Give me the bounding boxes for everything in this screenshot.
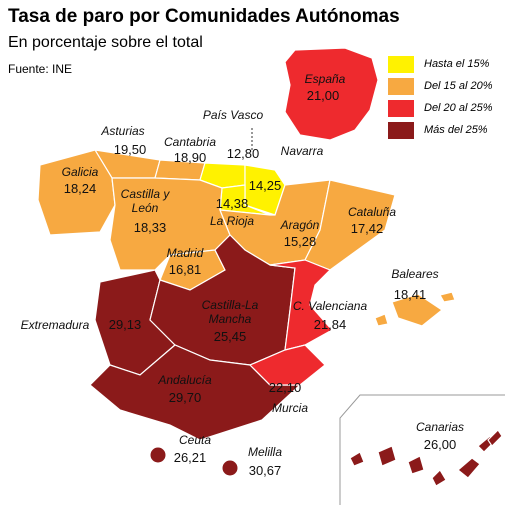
region-shape — [377, 445, 397, 467]
region-value: 19,50 — [113, 142, 147, 157]
region-shape — [37, 149, 116, 236]
region-shape — [284, 47, 379, 141]
region-shape — [457, 457, 481, 479]
legend-swatch — [388, 78, 414, 95]
region-value: 14,25 — [248, 178, 282, 193]
legend-label: Hasta el 15% — [424, 58, 490, 70]
region-shape — [149, 446, 167, 464]
region-value: 14,38 — [215, 196, 249, 211]
region-shape — [374, 313, 389, 327]
region-value: 18,33 — [133, 220, 167, 235]
legend-swatch — [388, 100, 414, 117]
title: Tasa de paro por Comunidades Autónomas — [8, 6, 400, 27]
region-name: C. Valenciana — [292, 299, 368, 313]
region-name: Navarra — [280, 144, 324, 158]
canarias-frame — [339, 394, 505, 505]
region-name: Ceuta — [178, 433, 212, 447]
region-name: Andalucía — [158, 373, 212, 387]
region-shape — [487, 429, 503, 447]
region-name: Murcia — [271, 401, 308, 415]
region-value: 16,81 — [168, 262, 202, 277]
region-name: Castilla-La Mancha — [201, 298, 259, 326]
region-value: 12,80 — [226, 146, 260, 161]
legend-swatch — [388, 56, 414, 73]
region-value: 18,41 — [393, 287, 427, 302]
region-value: 30,67 — [248, 463, 282, 478]
region-shape — [407, 455, 425, 475]
region-name: La Rioja — [209, 214, 255, 228]
region-value: 18,90 — [173, 150, 207, 165]
region-value: 26,21 — [173, 450, 207, 465]
region-value: 22,10 — [268, 380, 302, 395]
region-shape — [349, 451, 365, 467]
region-value: 25,45 — [213, 329, 247, 344]
region-name: España — [304, 72, 346, 86]
legend-label: Del 20 al 25% — [424, 102, 493, 114]
region-name: Castilla y León — [120, 187, 170, 215]
region-value: 26,00 — [423, 437, 457, 452]
region-name: País Vasco — [202, 108, 264, 122]
region-name: Madrid — [166, 246, 204, 260]
region-value: 15,28 — [283, 234, 317, 249]
legend-label: Más del 25% — [424, 124, 488, 136]
subtitle: En porcentaje sobre el total — [8, 34, 203, 51]
region-value: 29,13 — [108, 317, 142, 332]
region-shape — [221, 459, 239, 477]
region-name: Cantabria — [163, 135, 217, 149]
region-shape — [431, 469, 447, 487]
region-value: 17,42 — [350, 221, 384, 236]
region-name: Melilla — [247, 445, 282, 459]
region-name: Extremadura — [20, 318, 90, 332]
legend-label: Del 15 al 20% — [424, 80, 493, 92]
region-value: 21,84 — [313, 317, 347, 332]
source: Fuente: INE — [8, 62, 73, 76]
region-shape — [248, 344, 326, 386]
region-shape — [391, 293, 444, 327]
region-name: Canarias — [415, 420, 465, 434]
region-value: 21,00 — [306, 88, 340, 103]
region-value: 29,70 — [168, 390, 202, 405]
region-name: Galicia — [61, 165, 99, 179]
region-name: Cataluña — [347, 205, 397, 219]
region-value: 18,24 — [63, 181, 97, 196]
region-shape — [439, 291, 456, 303]
region-name: Asturias — [101, 124, 145, 138]
region-name: Baleares — [391, 267, 439, 281]
region-name: Aragón — [280, 218, 320, 232]
legend-swatch — [388, 122, 414, 139]
